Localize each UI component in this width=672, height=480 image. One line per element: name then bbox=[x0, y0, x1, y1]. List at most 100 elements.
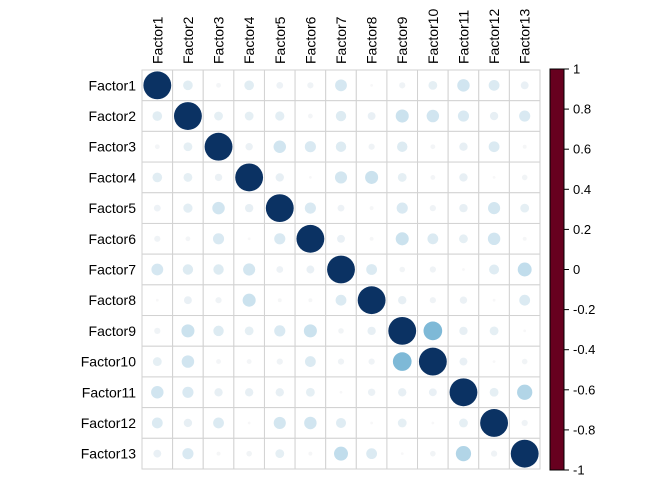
correlation-circle bbox=[304, 202, 316, 214]
correlation-circle bbox=[296, 224, 325, 253]
matrix-grid bbox=[141, 69, 541, 470]
correlation-circle bbox=[388, 316, 417, 345]
correlation-circle bbox=[308, 176, 312, 179]
row-label: Factor6 bbox=[89, 231, 137, 247]
correlation-circle bbox=[429, 205, 436, 212]
correlation-circle bbox=[242, 293, 256, 307]
correlation-circle bbox=[459, 296, 468, 304]
correlation-circle bbox=[334, 171, 348, 184]
colorbar: 1 0.8 0.6 0.4 0.2 0 -0.2 -0.4 -0.6 -0.8 -1 bbox=[549, 62, 595, 478]
column-label: Factor8 bbox=[364, 16, 380, 64]
correlation-circle bbox=[152, 357, 162, 366]
correlation-circle bbox=[430, 450, 436, 457]
correlation-circle bbox=[520, 81, 529, 90]
correlation-circle bbox=[154, 144, 160, 150]
colorbar-tick-label: -0.8 bbox=[573, 422, 595, 437]
colorbar-tick-label: 0.6 bbox=[573, 142, 591, 157]
correlation-circle bbox=[214, 388, 223, 397]
correlation-circle bbox=[305, 387, 315, 397]
correlation-circle bbox=[154, 327, 161, 334]
correlation-circle bbox=[488, 202, 501, 215]
correlation-circle bbox=[153, 449, 162, 458]
correlation-circle bbox=[489, 264, 500, 275]
correlation-circle bbox=[517, 384, 533, 400]
correlation-circle bbox=[392, 352, 412, 371]
correlation-circle bbox=[244, 388, 254, 397]
correlation-circle bbox=[215, 297, 222, 304]
matrix-cell bbox=[478, 222, 510, 255]
colorbar-tick-label: -0.2 bbox=[573, 302, 595, 317]
correlation-circle bbox=[304, 356, 316, 367]
correlation-circle bbox=[492, 298, 496, 302]
correlation-circle bbox=[335, 294, 347, 306]
correlation-circle bbox=[182, 386, 194, 398]
correlation-circle bbox=[429, 266, 436, 273]
correlation-circle bbox=[370, 421, 374, 425]
colorbar-tick-label: 0.8 bbox=[573, 102, 591, 117]
correlation-circle bbox=[273, 416, 286, 430]
correlation-circle bbox=[521, 419, 528, 427]
correlation-circle bbox=[244, 326, 254, 336]
correlation-circle bbox=[307, 82, 314, 89]
row-label: Factor11 bbox=[82, 384, 136, 400]
correlation-circle bbox=[462, 268, 465, 271]
row-label: Factor8 bbox=[89, 292, 137, 308]
row-labels: Factor1 Factor2 Factor3 Factor4 Factor5 Facto… bbox=[81, 77, 136, 461]
correlation-circle bbox=[430, 144, 436, 150]
correlation-circle bbox=[520, 203, 530, 213]
matrix-cell bbox=[386, 100, 419, 132]
correlation-circle bbox=[457, 110, 470, 122]
correlation-circle bbox=[428, 80, 438, 90]
correlation-circle bbox=[244, 80, 254, 91]
correlation-circle bbox=[365, 170, 379, 184]
correlation-circle bbox=[183, 80, 193, 91]
correlation-circle bbox=[368, 143, 375, 150]
row-label: Factor3 bbox=[89, 139, 137, 155]
column-label: Factor1 bbox=[149, 16, 165, 64]
correlation-circle bbox=[155, 298, 159, 302]
correlation-circle bbox=[216, 451, 221, 456]
correlation-circle bbox=[488, 141, 500, 153]
correlation-circle bbox=[519, 110, 531, 122]
correlation-circle bbox=[153, 204, 161, 212]
correlation-circle bbox=[244, 111, 254, 121]
correlation-circle bbox=[235, 163, 264, 192]
correlation-circle bbox=[212, 233, 225, 245]
correlation-circle bbox=[327, 255, 355, 284]
correlation-circle bbox=[183, 296, 192, 305]
correlation-circle bbox=[399, 266, 406, 273]
correlation-circle bbox=[183, 418, 193, 428]
correlation-circle bbox=[397, 141, 408, 152]
correlation-circle bbox=[273, 140, 286, 153]
correlation-circle bbox=[334, 446, 348, 461]
column-label: Factor10 bbox=[425, 9, 441, 64]
matrix-cell bbox=[355, 69, 388, 102]
correlation-circle bbox=[423, 321, 443, 341]
correlation-circle bbox=[369, 236, 374, 241]
correlation-circle bbox=[490, 450, 498, 457]
correlation-circle bbox=[304, 141, 316, 153]
correlation-circle bbox=[243, 263, 256, 276]
colorbar-tick-label: 0.4 bbox=[573, 182, 591, 197]
correlation-circle bbox=[265, 194, 294, 223]
correlation-circle bbox=[492, 176, 496, 179]
correlation-circle bbox=[427, 233, 439, 245]
row-label: Factor7 bbox=[89, 262, 137, 278]
column-label: Factor11 bbox=[455, 10, 471, 64]
correlation-circle bbox=[459, 234, 468, 244]
correlation-circle bbox=[185, 236, 191, 242]
correlation-circle bbox=[246, 359, 252, 364]
correlation-circle bbox=[213, 264, 224, 275]
colorbar-tick-label: 0 bbox=[573, 262, 580, 277]
column-label: Factor9 bbox=[394, 16, 410, 64]
correlation-circle bbox=[459, 418, 468, 428]
column-label: Factor12 bbox=[486, 9, 502, 64]
correlation-circle bbox=[367, 326, 376, 336]
correlation-circle bbox=[213, 325, 224, 337]
column-label: Factor3 bbox=[211, 16, 227, 64]
correlation-circle bbox=[455, 446, 472, 462]
correlation-circle bbox=[521, 174, 528, 181]
correlation-circle bbox=[335, 110, 347, 122]
correlation-circle bbox=[339, 390, 343, 394]
